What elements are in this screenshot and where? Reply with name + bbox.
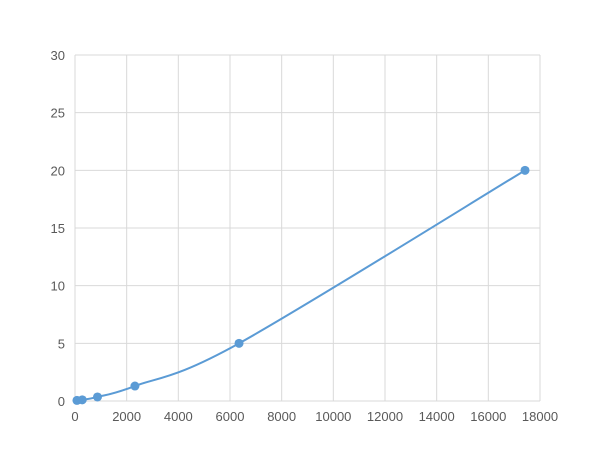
x-tick-label: 4000 xyxy=(164,409,193,424)
data-point xyxy=(92,392,102,402)
data-point xyxy=(77,395,87,405)
x-tick-label: 18000 xyxy=(522,409,558,424)
x-tick-label: 2000 xyxy=(112,409,141,424)
x-tick-label: 8000 xyxy=(267,409,296,424)
y-tick-label: 5 xyxy=(58,336,65,351)
y-tick-label: 0 xyxy=(58,394,65,409)
x-tick-label: 10000 xyxy=(315,409,351,424)
y-tick-label: 20 xyxy=(51,163,65,178)
data-point xyxy=(234,338,244,348)
data-point xyxy=(130,381,140,391)
y-tick-label: 30 xyxy=(51,48,65,63)
y-tick-label: 10 xyxy=(51,279,65,294)
x-tick-label: 6000 xyxy=(216,409,245,424)
x-tick-label: 16000 xyxy=(470,409,506,424)
data-point xyxy=(520,165,530,175)
y-tick-label: 25 xyxy=(51,106,65,121)
x-tick-label: 14000 xyxy=(419,409,455,424)
x-tick-label: 0 xyxy=(71,409,78,424)
x-tick-label: 12000 xyxy=(367,409,403,424)
y-tick-label: 15 xyxy=(51,221,65,236)
